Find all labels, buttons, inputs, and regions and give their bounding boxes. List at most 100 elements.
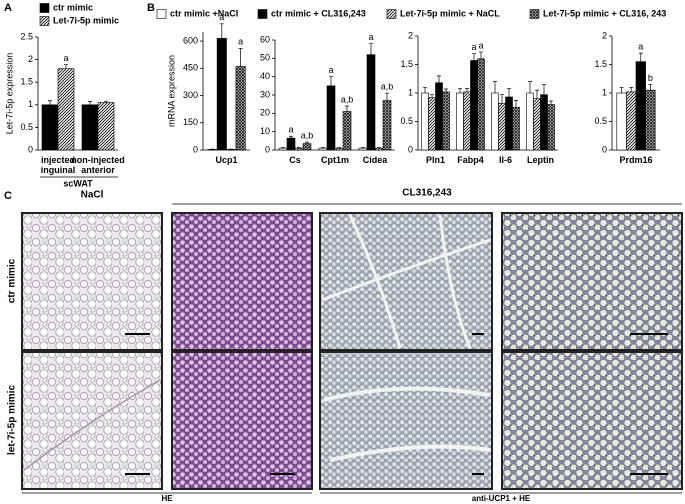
bar xyxy=(477,58,485,151)
y-tick-label: 10 xyxy=(260,126,270,136)
bar xyxy=(226,149,237,151)
error-bar xyxy=(369,43,373,55)
bar xyxy=(302,143,312,151)
significance-label: a xyxy=(638,41,643,51)
significance-label: a xyxy=(219,12,224,22)
y-tick-label: 150 xyxy=(183,117,198,127)
micrograph xyxy=(171,212,313,351)
error-bar xyxy=(465,88,469,92)
significance-label: a xyxy=(288,125,293,135)
bar xyxy=(57,68,75,151)
bar xyxy=(547,104,555,151)
y-tick-label: 2 xyxy=(602,30,607,40)
error-bar xyxy=(289,135,293,139)
row-label: let-7i-5p mimic xyxy=(7,385,18,455)
bar xyxy=(334,147,344,151)
micrograph xyxy=(501,212,683,351)
error-bar xyxy=(542,84,546,95)
legend-label: Let-7i-5p mimic xyxy=(53,15,119,25)
x-tick-label: Ucp1 xyxy=(215,155,238,165)
y-tick-label: 0 xyxy=(408,144,413,154)
bar xyxy=(512,106,520,151)
bar xyxy=(216,38,227,151)
error-bar xyxy=(528,81,532,93)
significance-label: a xyxy=(238,37,243,47)
panel-letter: A xyxy=(4,2,12,14)
y-tick-label: 50 xyxy=(260,53,270,63)
bar xyxy=(382,100,392,151)
error-bar xyxy=(472,53,476,61)
error-bar xyxy=(638,52,643,62)
bar xyxy=(645,89,656,151)
legend-swatch xyxy=(39,3,50,13)
error-bar xyxy=(321,147,325,149)
error-bar xyxy=(88,101,92,105)
bar xyxy=(616,92,627,151)
error-bar xyxy=(297,147,301,149)
legend-label: ctr mimic xyxy=(53,2,93,12)
micrograph xyxy=(319,351,493,490)
row-label: ctr mimic xyxy=(7,258,18,303)
y-tick-label: 60 xyxy=(260,34,270,44)
y-axis-label: mRNA expression xyxy=(166,55,176,127)
column-label: CL316,243 xyxy=(402,188,452,199)
y-axis-label: Let-7i-5p expression xyxy=(4,53,14,135)
x-axis-label: scWAT xyxy=(63,178,93,188)
y-tick-label: 450 xyxy=(183,63,198,73)
legend-swatch xyxy=(39,16,50,26)
error-bar xyxy=(458,88,462,93)
legend-swatch xyxy=(529,9,540,19)
error-bar xyxy=(423,86,427,93)
bar xyxy=(342,111,352,151)
significance-label: a,b xyxy=(301,130,314,140)
y-tick-label: 1 xyxy=(408,87,413,97)
y-tick-label: 1 xyxy=(28,99,33,109)
legend-label: Let-7i-5p mimic + NaCL xyxy=(400,8,500,18)
error-bar xyxy=(430,94,434,98)
x-tick-label: Leptin xyxy=(527,155,554,165)
bar xyxy=(463,91,471,151)
bar xyxy=(366,54,376,151)
y-tick-label: 2 xyxy=(408,30,413,40)
bar xyxy=(421,92,429,151)
bar xyxy=(435,82,443,151)
y-tick-label: 40 xyxy=(260,71,270,81)
error-bar xyxy=(629,86,634,92)
significance-label: a xyxy=(368,32,373,42)
legend-label: ctr mimic + CL316,243 xyxy=(271,8,366,18)
y-tick-label: 300 xyxy=(183,90,198,100)
micrograph xyxy=(319,212,493,351)
x-tick-label: Il-6 xyxy=(498,155,512,165)
panel-letter: B xyxy=(147,2,155,14)
micrograph xyxy=(21,351,163,490)
error-bar xyxy=(479,51,483,59)
x-tick-label: Cidea xyxy=(362,155,388,165)
error-bar xyxy=(337,147,341,149)
y-tick-label: 1 xyxy=(602,87,607,97)
bar xyxy=(498,102,506,151)
tissue-septum xyxy=(321,214,491,349)
micrograph xyxy=(21,212,163,351)
x-tick-label: Cpt1m xyxy=(320,155,349,165)
x-tick-label: Fabp4 xyxy=(457,155,484,165)
legend-label: ctr mimic +NaCl xyxy=(170,8,238,18)
error-bar xyxy=(377,147,381,149)
error-bar xyxy=(305,141,309,144)
error-bar xyxy=(104,100,108,103)
significance-label: a xyxy=(471,42,476,52)
x-tick-label: Cs xyxy=(289,155,301,165)
bar xyxy=(278,147,288,151)
bar xyxy=(235,66,246,151)
bar xyxy=(540,94,548,151)
error-bar xyxy=(648,84,653,91)
significance-label: a xyxy=(478,40,483,50)
bar xyxy=(470,60,478,151)
bar xyxy=(318,147,328,151)
scale-bars xyxy=(125,333,668,475)
bar xyxy=(41,104,59,151)
histology: C NaCl CL316,243 ctr mimic let-7i-5p mim… xyxy=(4,188,683,503)
column-label: NaCl xyxy=(81,190,104,201)
bar xyxy=(428,97,436,151)
error-bar xyxy=(219,23,224,39)
